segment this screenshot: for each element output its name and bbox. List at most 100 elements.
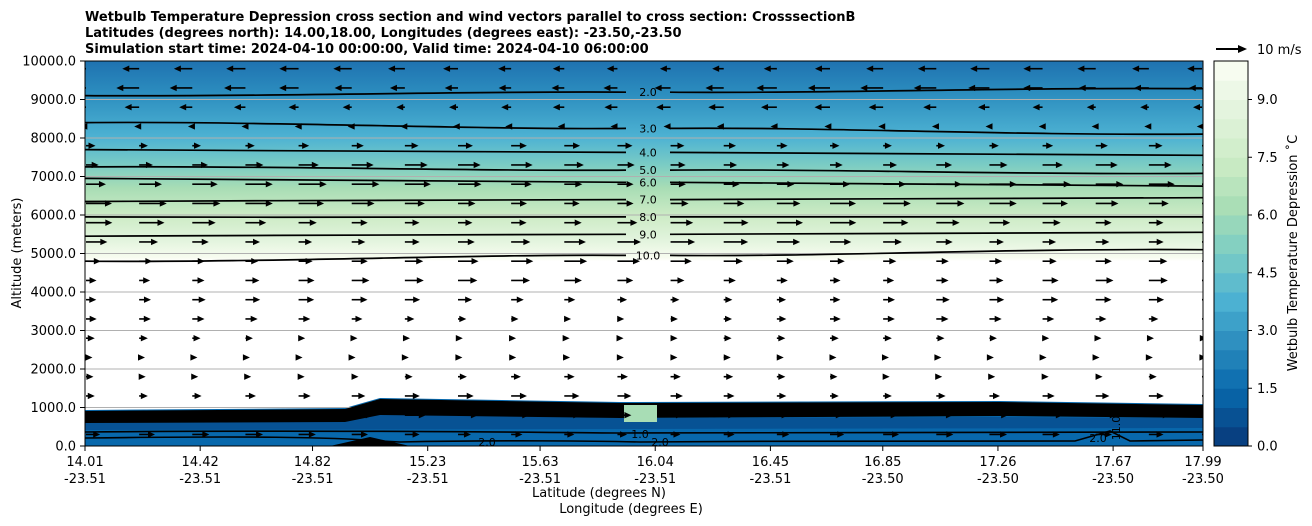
wind-vector-head [1167, 181, 1175, 188]
wind-vector [723, 412, 736, 419]
wind-vector-head [190, 354, 198, 361]
wind-vector-head [617, 315, 625, 323]
wind-vector [1042, 258, 1057, 265]
wind-vector [1148, 200, 1169, 207]
wind-vector [985, 123, 993, 130]
wind-vector-head [913, 84, 921, 92]
wind-vector [830, 142, 840, 149]
y-tick-label: 4000.0 [31, 286, 77, 301]
wind-vector [564, 258, 588, 265]
wind-vector-head [295, 354, 303, 361]
wind-vector-head [741, 219, 749, 226]
wind-vector-head [444, 84, 452, 92]
wind-vector [298, 161, 319, 169]
wind-vector-head [793, 238, 801, 246]
wind-vector [557, 123, 565, 130]
wind-vector-head [957, 200, 965, 207]
wind-vector-head [265, 200, 273, 207]
y-tick-label: 9000.0 [31, 93, 77, 108]
wind-vector [245, 142, 255, 149]
wind-vector-head [935, 373, 943, 380]
wind-vector [723, 431, 735, 438]
wind-vector [505, 123, 513, 130]
contour-label-2.0-right: 2.0 [1089, 432, 1107, 445]
wind-vector-head [1160, 258, 1168, 265]
wind-vector-head [89, 296, 97, 303]
wind-vector-head [686, 219, 694, 226]
wind-vector-head [256, 431, 264, 438]
wind-vector [1188, 84, 1202, 92]
wind-vector [139, 296, 151, 303]
wind-vector [712, 65, 724, 72]
wind-vector [404, 277, 424, 284]
wind-vector-head [85, 354, 93, 361]
wind-vector [350, 335, 358, 342]
wind-vector-head [761, 104, 769, 111]
wind-vector-head [681, 200, 689, 207]
wind-vector [807, 84, 830, 92]
wind-vector [776, 238, 801, 246]
wind-vector-head [844, 238, 852, 246]
wind-vector [1148, 315, 1159, 323]
wind-vector [931, 123, 939, 130]
wind-vector-head [724, 335, 732, 342]
wind-vector-head [573, 412, 581, 419]
wind-vector-head [455, 335, 463, 342]
wind-vector-head [814, 104, 822, 111]
wind-vector [192, 431, 210, 438]
colorbar-band [1214, 61, 1248, 81]
wind-vector-head [98, 181, 106, 188]
wind-vector [245, 412, 265, 419]
wind-vector [245, 181, 273, 188]
wind-vector [245, 258, 259, 265]
wind-vector-head [899, 181, 907, 188]
wind-vector-head [882, 373, 890, 380]
wind-vector [173, 65, 193, 72]
wind-vector-head [1140, 104, 1148, 111]
wind-vector [351, 258, 368, 265]
wind-vector-head [169, 84, 177, 92]
colorbar-band [1214, 253, 1248, 274]
wind-vector [761, 104, 777, 111]
wind-vector-head [884, 142, 892, 149]
wind-vector-head [311, 412, 319, 419]
wind-vector [192, 200, 221, 207]
x-tick-label-lat: 16.45 [752, 455, 789, 470]
colorbar-tick-label: 6.0 [1257, 209, 1278, 224]
wind-vector-head [688, 238, 696, 246]
wind-vector-head [626, 200, 634, 207]
wind-vector-head [730, 161, 738, 169]
wind-vector [288, 104, 299, 111]
wind-vector [656, 104, 671, 111]
wind-vector [351, 238, 366, 246]
wind-vector-head [143, 277, 151, 284]
wind-vector [770, 123, 778, 130]
wind-vector-head [849, 200, 857, 207]
wind-vector-head [1196, 123, 1203, 130]
wind-vector [1199, 335, 1203, 342]
wind-vector [511, 431, 523, 438]
wind-vector [723, 258, 743, 265]
wind-vector [511, 258, 534, 265]
wind-vector [564, 161, 584, 169]
wind-vector-head [889, 258, 897, 265]
x-tick-label-lon: -23.50 [977, 472, 1019, 487]
wind-vector-head [776, 354, 784, 361]
wind-vector-head [474, 181, 482, 188]
wind-vector [1086, 104, 1096, 111]
wind-vector-head [1049, 258, 1057, 265]
wind-vector [616, 335, 624, 342]
wind-vector [936, 335, 945, 342]
wind-vector [139, 238, 159, 246]
wind-vector [298, 412, 319, 419]
wind-vector [348, 354, 356, 361]
wind-vector [883, 335, 892, 342]
wind-vector [564, 200, 580, 207]
wind-vector-head [124, 104, 132, 111]
wind-vector [883, 181, 907, 188]
wind-vector [776, 258, 794, 265]
wind-vector-head [233, 104, 241, 111]
wind-vector [923, 104, 937, 111]
wind-vector-head [459, 373, 467, 380]
contour-label-3.0: 3.0 [639, 122, 657, 135]
